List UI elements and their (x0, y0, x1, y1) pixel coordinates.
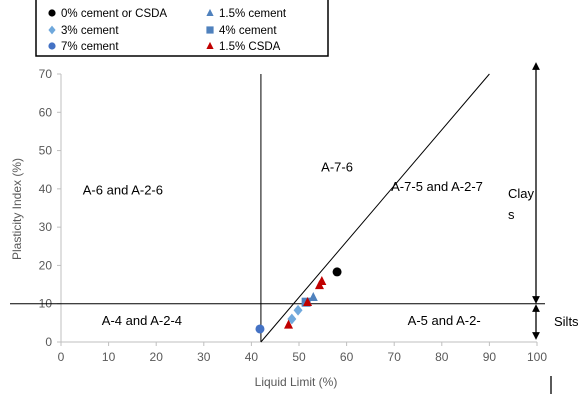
data-point (308, 292, 318, 302)
y-axis-title: Plasticity Index (%) (10, 158, 24, 260)
y-tick-label: 20 (39, 258, 53, 272)
region-label: A-7-6 (321, 160, 353, 175)
data-point (317, 275, 327, 285)
y-tick-label: 50 (39, 144, 53, 158)
data-point (332, 267, 342, 277)
y-tick-label: 70 (39, 67, 53, 81)
legend-box (35, 0, 329, 57)
legend-label: 7% cement (61, 41, 119, 53)
data-point (255, 324, 265, 334)
data-point (303, 297, 313, 307)
legend: 0% cement or CSDA 1.5% cement 3% cement 4% … (35, 0, 329, 57)
region-label: A-7-5 and A-2-7 (391, 179, 483, 194)
legend-label: 1.5% CSDA (219, 41, 281, 53)
silts-label: Silts (554, 314, 579, 329)
legend-label: 4% cement (219, 25, 277, 37)
y-tick-label: 60 (39, 105, 53, 119)
y-tick-label: 40 (39, 182, 53, 196)
legend-label: 0% cement or CSDA (61, 8, 167, 20)
x-tick-label: 70 (388, 350, 402, 364)
data-point (284, 319, 294, 329)
x-tick-label: 0 (58, 350, 65, 364)
legend-marker (48, 9, 56, 17)
region-label: A-4 and A-2-4 (102, 313, 182, 328)
x-tick-label: 50 (292, 350, 306, 364)
a-line (260, 73, 490, 343)
y-tick-label: 30 (39, 220, 53, 234)
x-tick-label: 100 (527, 350, 547, 364)
side-annotations: Clay s Silts (508, 62, 579, 394)
region-label: A-5 and A-2- (408, 313, 481, 328)
legend-marker (48, 42, 56, 50)
x-tick-label: 80 (435, 350, 449, 364)
x-tick-label: 10 (102, 350, 116, 364)
legend-label: 3% cement (61, 25, 119, 37)
legend-label: 1.5% cement (219, 8, 287, 20)
x-tick-label: 40 (245, 350, 259, 364)
x-tick-label: 60 (340, 350, 354, 364)
legend-marker (206, 26, 214, 34)
x-axis-title: Liquid Limit (%) (255, 375, 338, 389)
x-tick-label: 30 (197, 350, 211, 364)
legend-marker (206, 41, 214, 50)
clays-label-line2: s (508, 207, 515, 222)
legend-marker (48, 25, 56, 35)
reference-lines (10, 73, 545, 343)
data-point (293, 304, 303, 316)
y-tick-label: 0 (45, 335, 52, 349)
x-tick-label: 90 (483, 350, 497, 364)
x-tick-label: 20 (150, 350, 164, 364)
region-label: A-6 and A-2-6 (83, 183, 163, 198)
clays-label-line1: Clay (508, 186, 535, 201)
data-point (287, 313, 297, 325)
legend-marker (206, 8, 214, 17)
